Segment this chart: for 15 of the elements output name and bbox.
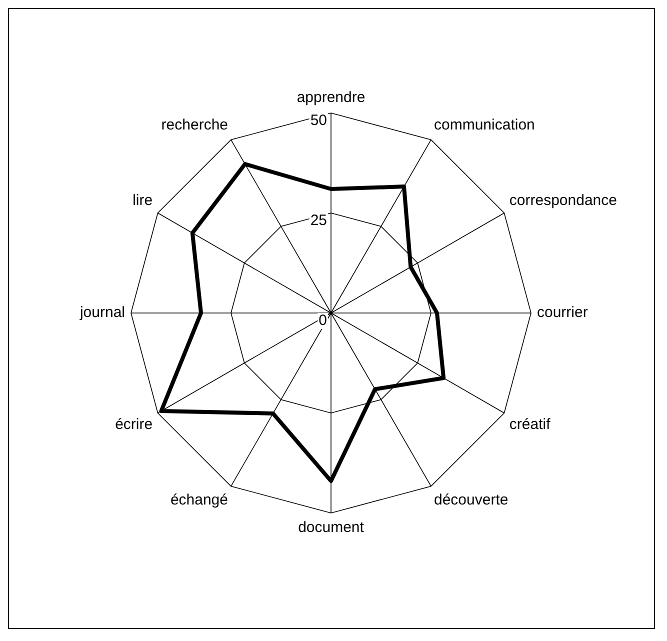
spoke-label: échangé — [170, 492, 228, 509]
spoke-label: découverte — [434, 492, 508, 509]
y-tick-label: 0 — [318, 312, 327, 330]
spoke-label: recherche — [161, 116, 228, 134]
spoke-label: communication — [434, 116, 535, 134]
spoke-label: journal — [78, 304, 125, 322]
y-tick-label: 50 — [310, 112, 327, 130]
y-tick-label: 25 — [310, 212, 327, 230]
spoke-label: courrier — [537, 304, 588, 322]
spoke-label: document — [298, 519, 365, 536]
spoke-label: créatif — [509, 416, 552, 434]
spoke-label: écrire — [115, 416, 153, 434]
spoke-label: correspondance — [509, 192, 617, 210]
spoke-label: lire — [132, 192, 153, 210]
spoke-label: apprendre — [296, 89, 366, 106]
